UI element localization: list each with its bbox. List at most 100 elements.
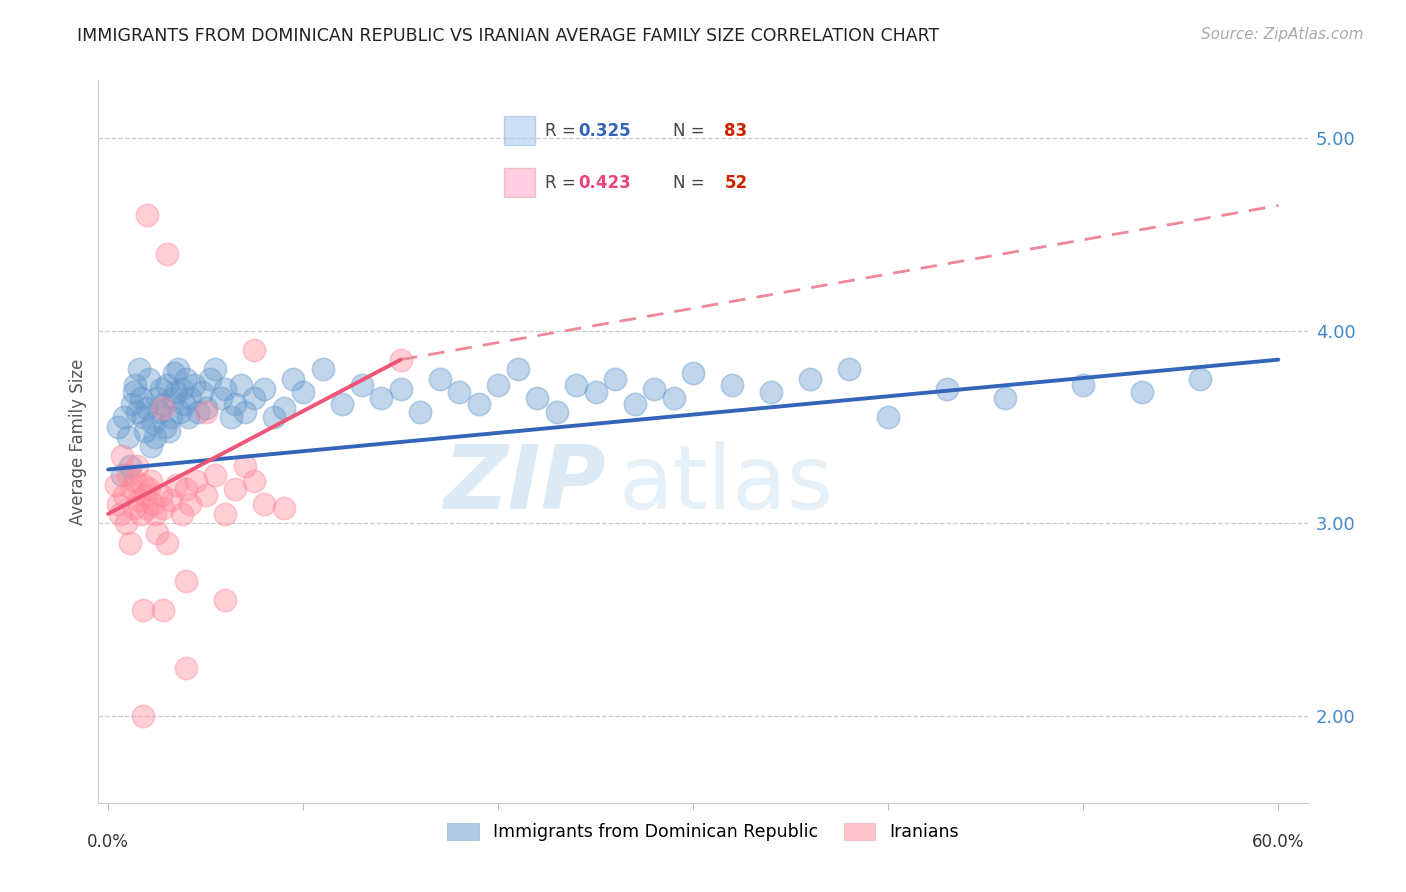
Point bbox=[214, 507, 236, 521]
Point bbox=[194, 405, 217, 419]
Point bbox=[131, 507, 153, 521]
Point bbox=[142, 497, 165, 511]
Point bbox=[142, 416, 165, 430]
Point bbox=[132, 410, 155, 425]
Point bbox=[409, 405, 432, 419]
Point bbox=[449, 385, 471, 400]
Point bbox=[149, 487, 172, 501]
Point bbox=[174, 482, 197, 496]
Point bbox=[565, 377, 588, 392]
Point bbox=[224, 482, 246, 496]
Point bbox=[127, 405, 149, 419]
Legend: Immigrants from Dominican Republic, Iranians: Immigrants from Dominican Republic, Iran… bbox=[440, 815, 966, 848]
Point bbox=[143, 430, 166, 444]
Point bbox=[165, 385, 187, 400]
Point bbox=[121, 397, 143, 411]
Point bbox=[122, 501, 145, 516]
Point bbox=[162, 391, 184, 405]
Point bbox=[156, 246, 179, 260]
Point bbox=[877, 410, 900, 425]
Point bbox=[546, 405, 568, 419]
Y-axis label: Average Family Size: Average Family Size bbox=[69, 359, 87, 524]
Point bbox=[204, 362, 226, 376]
Point bbox=[263, 410, 285, 425]
Point bbox=[117, 468, 139, 483]
Point bbox=[152, 397, 174, 411]
Point bbox=[132, 709, 155, 723]
Point bbox=[191, 385, 214, 400]
Point bbox=[143, 507, 166, 521]
Point bbox=[111, 449, 134, 463]
Point bbox=[1071, 377, 1094, 392]
Point bbox=[111, 468, 134, 483]
Point bbox=[128, 362, 150, 376]
Point bbox=[148, 405, 170, 419]
Point bbox=[139, 474, 162, 488]
Point bbox=[283, 372, 305, 386]
Point bbox=[165, 478, 187, 492]
Point bbox=[292, 385, 315, 400]
Point bbox=[136, 501, 159, 516]
Point bbox=[662, 391, 685, 405]
Point bbox=[122, 385, 145, 400]
Point bbox=[838, 362, 860, 376]
Point bbox=[1189, 372, 1212, 386]
Point bbox=[136, 401, 159, 415]
Point bbox=[104, 478, 127, 492]
Point bbox=[243, 474, 266, 488]
Point bbox=[243, 343, 266, 357]
Point bbox=[139, 439, 162, 453]
Point bbox=[233, 458, 256, 473]
Point bbox=[172, 507, 194, 521]
Point bbox=[131, 391, 153, 405]
Point bbox=[152, 501, 174, 516]
Point bbox=[526, 391, 548, 405]
Point bbox=[124, 377, 146, 392]
Point bbox=[370, 391, 392, 405]
Point bbox=[153, 420, 176, 434]
Point bbox=[994, 391, 1017, 405]
Point bbox=[1130, 385, 1153, 400]
Text: IMMIGRANTS FROM DOMINICAN REPUBLIC VS IRANIAN AVERAGE FAMILY SIZE CORRELATION CH: IMMIGRANTS FROM DOMINICAN REPUBLIC VS IR… bbox=[77, 27, 939, 45]
Point bbox=[152, 603, 174, 617]
Point bbox=[233, 405, 256, 419]
Point bbox=[253, 382, 276, 396]
Point bbox=[172, 382, 194, 396]
Point bbox=[127, 458, 149, 473]
Point bbox=[273, 501, 295, 516]
Point bbox=[118, 535, 141, 549]
Point bbox=[114, 516, 136, 531]
Point bbox=[389, 352, 412, 367]
Point bbox=[174, 372, 197, 386]
Point bbox=[121, 482, 143, 496]
Point bbox=[177, 410, 200, 425]
Point bbox=[138, 372, 160, 386]
Point bbox=[173, 397, 195, 411]
Point bbox=[128, 493, 150, 508]
Point bbox=[643, 382, 665, 396]
Point bbox=[156, 377, 179, 392]
Point bbox=[132, 478, 155, 492]
Point bbox=[163, 366, 186, 380]
Point bbox=[107, 497, 129, 511]
Point bbox=[605, 372, 627, 386]
Point bbox=[124, 474, 146, 488]
Point bbox=[761, 385, 783, 400]
Point bbox=[243, 391, 266, 405]
Text: 0.0%: 0.0% bbox=[87, 833, 129, 851]
Point bbox=[146, 526, 169, 541]
Point bbox=[224, 397, 246, 411]
Point bbox=[194, 401, 217, 415]
Point bbox=[134, 424, 156, 438]
Point bbox=[167, 362, 190, 376]
Point bbox=[585, 385, 607, 400]
Point bbox=[330, 397, 353, 411]
Point bbox=[350, 377, 373, 392]
Point bbox=[157, 424, 180, 438]
Point bbox=[194, 487, 217, 501]
Point bbox=[219, 410, 242, 425]
Point bbox=[179, 391, 201, 405]
Point bbox=[623, 397, 645, 411]
Point bbox=[136, 208, 159, 222]
Point bbox=[159, 493, 181, 508]
